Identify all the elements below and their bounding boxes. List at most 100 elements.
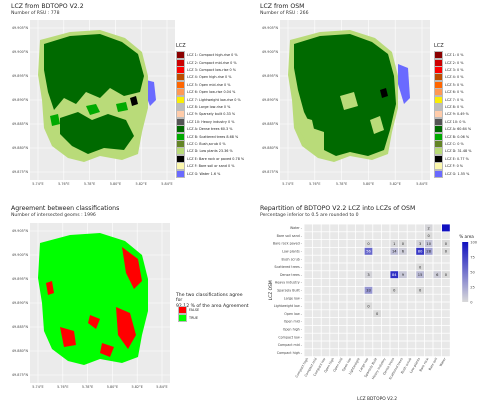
map2-legend-item: LCZ 4: 0 % bbox=[434, 73, 464, 82]
heatmap-cell bbox=[433, 294, 442, 302]
heatmap-cell bbox=[373, 318, 381, 325]
heatmap-cell bbox=[442, 333, 450, 341]
heatmap-cell bbox=[433, 279, 442, 286]
heatmap-cell bbox=[356, 279, 364, 286]
heatmap-cell bbox=[442, 318, 450, 325]
heatmap-cell bbox=[399, 286, 407, 294]
heatmap-cell bbox=[424, 240, 433, 247]
heatmap-cell bbox=[407, 325, 416, 333]
heatmap-cell bbox=[381, 325, 390, 333]
legend-label: LCZ 1: Compact high-rise 0 % bbox=[187, 53, 238, 58]
heatmap-cell bbox=[399, 263, 407, 271]
heatmap-cell bbox=[390, 333, 399, 341]
heatmap-cell bbox=[407, 279, 416, 286]
heatmap-cell bbox=[416, 271, 424, 279]
heatmap-cell bbox=[442, 302, 450, 310]
heatmap-cell bbox=[321, 224, 330, 232]
heatmap-cell bbox=[381, 333, 390, 341]
heatmap-colorbar-tick: 100 bbox=[470, 240, 478, 244]
y-tick-label: 49.880°N bbox=[262, 146, 279, 150]
heatmap-cell bbox=[347, 286, 356, 294]
map3-title: Agreement between classifications bbox=[11, 205, 120, 212]
heatmap-cell bbox=[381, 318, 390, 325]
heatmap-cell bbox=[381, 240, 390, 247]
x-tick-label: 5.76°E bbox=[58, 182, 69, 186]
map1-legend-title: LCZ bbox=[176, 43, 186, 49]
y-tick-label: 49.890°N bbox=[262, 98, 279, 102]
heatmap-cell bbox=[321, 271, 330, 279]
heatmap-cell bbox=[390, 279, 399, 286]
heatmap-cell bbox=[433, 263, 442, 271]
heatmap-cell bbox=[424, 271, 433, 279]
map3-territory-true bbox=[38, 233, 148, 365]
heatmap-y-tick: Bare soil sand - bbox=[277, 234, 303, 238]
heatmap-plot: Water - 2 Bare soil sand - 0 Bare rock paved… bbox=[268, 224, 478, 402]
heatmap-cell bbox=[347, 224, 356, 232]
heatmap-cell bbox=[321, 341, 330, 349]
heatmap-cell bbox=[356, 349, 364, 357]
heatmap-cell bbox=[381, 271, 390, 279]
heatmap-cell bbox=[364, 349, 373, 357]
heatmap-x-tick: Open mid bbox=[332, 357, 343, 372]
heatmap-cell bbox=[381, 279, 390, 286]
heatmap-cell bbox=[416, 325, 424, 333]
heatmap-cell bbox=[399, 333, 407, 341]
heatmap-x-tick: Bare rock bbox=[419, 357, 430, 372]
heatmap-cell bbox=[433, 349, 442, 357]
heatmap-y-tick: Lightweight low - bbox=[274, 304, 303, 308]
heatmap-cell bbox=[390, 232, 399, 240]
heatmap-cell-label: 0 bbox=[419, 265, 422, 269]
heatmap-cell bbox=[364, 286, 373, 294]
heatmap-y-tick: Open low - bbox=[284, 312, 303, 316]
heatmap-cell bbox=[399, 224, 407, 232]
legend-label: FALSE bbox=[189, 308, 200, 313]
legend-swatch bbox=[178, 306, 187, 315]
heatmap-cell bbox=[356, 255, 364, 263]
map2-legend-item: LCZ B: 0.06 % bbox=[434, 132, 469, 141]
heatmap-cell bbox=[330, 271, 338, 279]
heatmap-cell bbox=[356, 325, 364, 333]
legend-swatch bbox=[434, 169, 443, 178]
heatmap-cell-label: 9 bbox=[402, 273, 405, 277]
heatmap-cell bbox=[416, 247, 424, 255]
x-tick-label: 5.80°E bbox=[107, 385, 118, 389]
x-tick-label: 5.74°E bbox=[32, 182, 43, 186]
map2-legend-item: LCZ 1: 0 % bbox=[434, 51, 464, 60]
heatmap-cell-label: 3 bbox=[367, 273, 369, 277]
heatmap-y-tick: Scattered trees - bbox=[274, 265, 302, 269]
heatmap-cell-label: 14 bbox=[392, 250, 397, 254]
legend-label: LCZ E: 0.77 % bbox=[445, 156, 469, 161]
map1-subtitle: Number of RSU : 778 bbox=[11, 11, 60, 16]
x-tick-label: 5.80°E bbox=[363, 182, 374, 186]
heatmap-cell-label: 0 bbox=[428, 234, 431, 238]
heatmap-cell bbox=[321, 349, 330, 357]
y-tick-label: 49.880°N bbox=[12, 146, 29, 150]
heatmap-cell bbox=[433, 240, 442, 247]
heatmap-cell bbox=[399, 240, 407, 247]
heatmap-cell bbox=[399, 247, 407, 255]
heatmap-cell bbox=[399, 310, 407, 318]
heatmap-cell bbox=[416, 279, 424, 286]
heatmap-cell bbox=[424, 263, 433, 271]
heatmap-cell bbox=[433, 310, 442, 318]
heatmap-y-tick: Compact low - bbox=[278, 335, 302, 339]
heatmap-cell bbox=[407, 240, 416, 247]
map1-dense-trees-north bbox=[44, 34, 144, 110]
map2-legend-item: LCZ 3: 0 % bbox=[434, 66, 464, 75]
heatmap-cell bbox=[356, 271, 364, 279]
heatmap-cell bbox=[424, 255, 433, 263]
heatmap-cell bbox=[313, 349, 321, 357]
heatmap-cell bbox=[433, 318, 442, 325]
heatmap-cell bbox=[399, 294, 407, 302]
heatmap-cell bbox=[433, 341, 442, 349]
heatmap-cell bbox=[313, 310, 321, 318]
heatmap-cell bbox=[304, 279, 313, 286]
y-tick-label: 49.885°N bbox=[262, 122, 279, 126]
heatmap-cell-label: 0 bbox=[376, 312, 379, 316]
map3-subtitle: Number of intersected geoms : 1996 bbox=[11, 213, 96, 218]
heatmap-cell bbox=[424, 279, 433, 286]
heatmap-cell bbox=[304, 294, 313, 302]
heatmap-cell bbox=[321, 310, 330, 318]
heatmap-cell bbox=[416, 333, 424, 341]
heatmap-cell bbox=[338, 333, 347, 341]
